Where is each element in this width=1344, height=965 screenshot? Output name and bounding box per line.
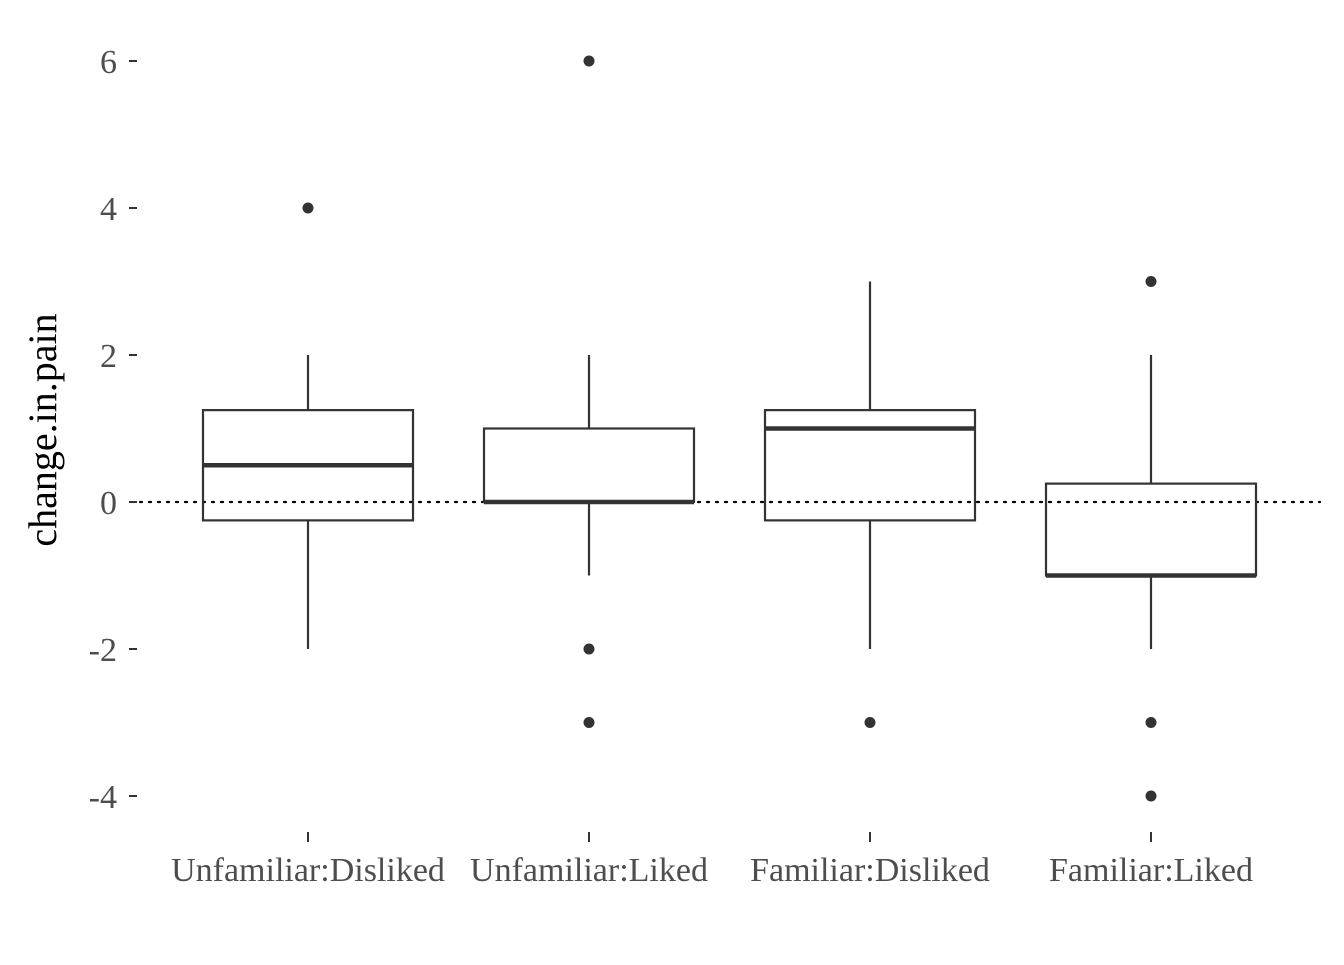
boxes-layer (201, 55, 1258, 802)
y-tick-label: 2 (100, 338, 117, 375)
y-tick-label: -2 (89, 632, 117, 669)
outlier-point (302, 202, 314, 214)
box-iqr (1044, 482, 1258, 577)
box-group (482, 55, 696, 728)
box-iqr (763, 409, 977, 522)
outlier-point (864, 717, 876, 728)
y-tick-label: -4 (89, 779, 117, 816)
y-axis: -4 -2 0 2 4 6 (89, 44, 137, 816)
y-tick-label: 0 (100, 485, 117, 522)
box-iqr (482, 427, 696, 504)
x-tick-label: Unfamiliar:Liked (470, 852, 708, 889)
x-axis: Unfamiliar:Disliked Unfamiliar:Liked Famil… (171, 832, 1253, 889)
box-group (1044, 276, 1258, 802)
y-axis-title: change.in.pain (20, 313, 65, 546)
box-group (201, 202, 415, 649)
outlier-point (1145, 790, 1157, 802)
x-tick-label: Unfamiliar:Disliked (171, 852, 445, 889)
outlier-point (583, 643, 595, 655)
y-tick-label: 4 (100, 191, 117, 228)
outlier-point (583, 717, 595, 728)
y-tick-label: 6 (100, 44, 117, 81)
x-tick-label: Familiar:Liked (1049, 852, 1253, 889)
x-tick-label: Familiar:Disliked (750, 852, 990, 889)
outlier-point (583, 55, 595, 67)
box-group (763, 281, 977, 728)
outlier-point (1145, 717, 1157, 728)
outlier-point (1145, 276, 1157, 287)
